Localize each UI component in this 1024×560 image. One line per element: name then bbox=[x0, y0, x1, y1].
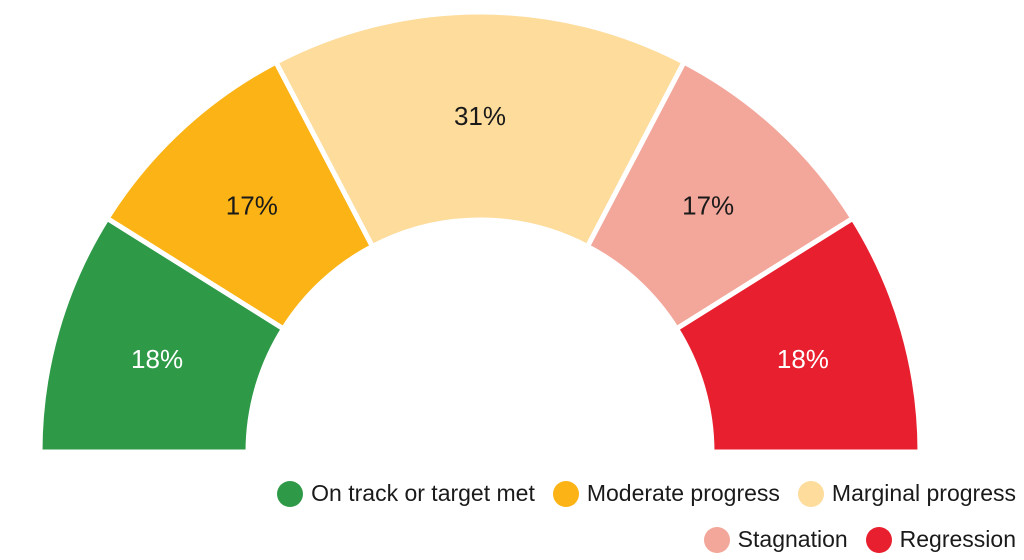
legend-swatch-marginal bbox=[797, 480, 824, 507]
legend-item-moderate: Moderate progress bbox=[552, 480, 780, 507]
slice-label-marginal: 31% bbox=[454, 101, 506, 131]
legend-label-stagnation: Stagnation bbox=[737, 526, 848, 552]
legend-item-on-track: On track or target met bbox=[277, 480, 535, 507]
legend-item-regression: Regression bbox=[865, 526, 1016, 553]
slice-marginal bbox=[272, 9, 688, 250]
legend-swatch-stagnation bbox=[703, 526, 730, 553]
legend-swatch-moderate bbox=[552, 480, 579, 507]
legend-row-1: On track or target met Moderate progress… bbox=[259, 480, 1016, 507]
slice-label-moderate: 17% bbox=[226, 190, 278, 220]
legend-label-regression: Regression bbox=[899, 526, 1016, 552]
legend-item-marginal: Marginal progress bbox=[797, 480, 1016, 507]
legend-row-2: Stagnation Regression bbox=[686, 526, 1016, 553]
legend-label-moderate: Moderate progress bbox=[586, 480, 780, 506]
legend-item-stagnation: Stagnation bbox=[703, 526, 848, 553]
legend-label-marginal: Marginal progress bbox=[831, 480, 1016, 506]
slice-label-stagnation: 17% bbox=[682, 190, 734, 220]
legend-swatch-regression bbox=[865, 526, 892, 553]
legend-label-on-track: On track or target met bbox=[311, 480, 535, 506]
legend-swatch-on-track bbox=[277, 480, 304, 507]
half-donut-chart: 18% 17% 31% 17% 18% bbox=[40, 9, 923, 455]
slice-regression bbox=[673, 214, 923, 455]
slice-label-regression: 18% bbox=[777, 344, 829, 374]
slice-label-on-track: 18% bbox=[131, 344, 183, 374]
